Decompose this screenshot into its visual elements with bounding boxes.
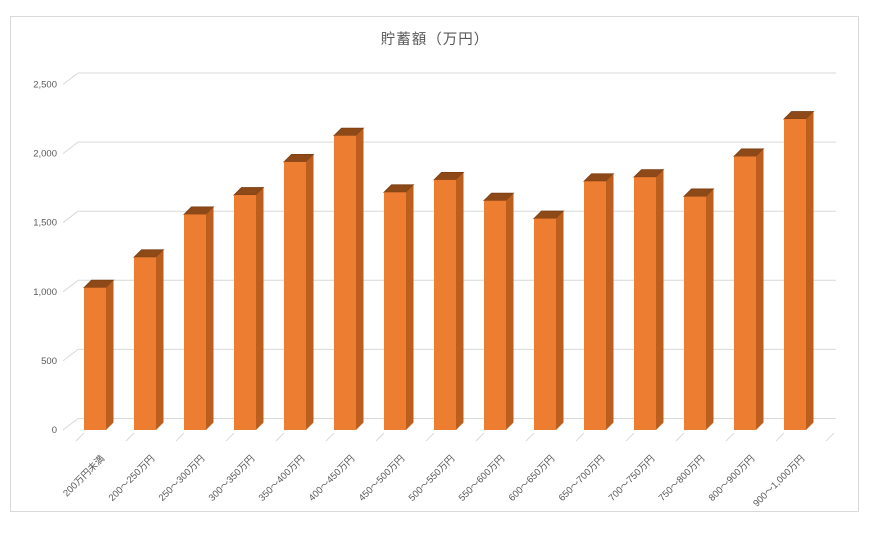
bar: [783, 111, 815, 431]
bar-front-face: [384, 192, 406, 430]
x-tick-label: 350～400万円: [257, 453, 307, 503]
bar: [583, 173, 615, 431]
x-axis-tick: [575, 432, 585, 442]
bar-side-face: [556, 211, 564, 430]
y-tick-label: 1,500: [33, 218, 57, 229]
x-axis-tick: [275, 432, 285, 442]
bar: [133, 249, 165, 430]
x-tick-label: 800～900万円: [707, 453, 757, 503]
y-axis-depth-tick: [62, 349, 79, 362]
bar-side-face: [756, 148, 764, 430]
x-axis-tick: [375, 432, 385, 442]
x-tick-label: 900～1,000万円: [751, 453, 807, 509]
bar-front-face: [734, 156, 756, 430]
bar-front-face: [784, 119, 806, 431]
x-axis-tick: [425, 432, 435, 442]
x-axis-tick: [125, 432, 135, 442]
bar: [283, 153, 315, 430]
bar-front-face: [434, 179, 456, 430]
y-axis-depth-tick: [62, 279, 79, 293]
bar-side-face: [206, 206, 214, 430]
bar-side-face: [406, 184, 414, 430]
bar: [733, 148, 765, 430]
bar: [683, 188, 715, 430]
x-tick-label: 250～300万円: [157, 453, 207, 503]
y-axis-depth-tick: [62, 210, 79, 224]
bar-front-face: [684, 196, 706, 430]
y-axis-depth-tick: [62, 141, 79, 154]
bar: [83, 279, 115, 430]
bar-front-face: [534, 218, 556, 430]
x-axis-tick: [75, 432, 85, 442]
x-axis-tick: [675, 432, 685, 442]
bar: [183, 206, 215, 430]
y-tick-label: 0: [52, 425, 57, 436]
bar-front-face: [234, 195, 256, 430]
bar: [233, 187, 265, 430]
x-axis-tick: [225, 432, 235, 442]
x-tick-label: 400～450万円: [307, 453, 357, 503]
y-axis-depth-tick: [62, 418, 79, 431]
bar: [333, 127, 365, 430]
bar-front-face: [584, 181, 606, 430]
y-tick-label: 1,000: [33, 287, 57, 298]
x-axis-tick: [475, 432, 485, 442]
x-tick-label: 200万円未満: [61, 452, 108, 499]
bar-side-face: [156, 249, 164, 430]
y-tick-label: 2,500: [33, 80, 57, 91]
bar-side-face: [806, 111, 814, 431]
x-tick-label: 200～250万円: [107, 453, 157, 503]
bar: [633, 169, 665, 430]
x-tick-label: 550～600万円: [457, 453, 507, 503]
bar-side-face: [256, 187, 264, 430]
bar-side-face: [706, 188, 714, 430]
y-tick-label: 500: [41, 356, 57, 367]
bar-front-face: [134, 257, 156, 430]
bar-front-face: [634, 177, 656, 430]
x-axis-tick: [775, 432, 785, 442]
bar-side-face: [356, 128, 364, 430]
bar-side-face: [606, 173, 614, 431]
x-axis-tick: [825, 432, 835, 442]
bar-front-face: [284, 161, 306, 430]
x-axis-tick: [625, 432, 635, 442]
y-tick-label: 2,000: [33, 149, 57, 160]
bar: [433, 171, 465, 430]
x-tick-label: 500～550万円: [407, 453, 457, 503]
bar-side-face: [456, 172, 464, 430]
bar: [383, 184, 415, 430]
bar-side-face: [656, 169, 664, 430]
y-axis-depth-tick: [62, 72, 79, 85]
x-tick-label: 700～750万円: [607, 453, 657, 503]
bar-front-face: [334, 135, 356, 430]
x-axis-tick: [175, 432, 185, 442]
x-tick-label: 300～350万円: [207, 453, 257, 503]
x-axis-tick: [325, 432, 335, 442]
bar-front-face: [84, 287, 106, 430]
chart-title: 貯蓄額（万円）: [380, 32, 490, 48]
bar-front-face: [484, 200, 506, 430]
bar-front-face: [184, 214, 206, 430]
bar-side-face: [106, 280, 114, 430]
bar: [483, 192, 515, 430]
x-axis-tick: [525, 432, 535, 442]
bar-side-face: [306, 154, 314, 430]
x-axis-tick: [725, 432, 735, 442]
bar: [533, 210, 565, 430]
x-tick-label: 650～700万円: [557, 453, 607, 503]
bar-side-face: [506, 193, 514, 430]
x-tick-label: 450～500万円: [357, 453, 407, 503]
x-tick-label: 600～650万円: [507, 453, 557, 503]
x-tick-label: 750～800万円: [657, 453, 707, 503]
